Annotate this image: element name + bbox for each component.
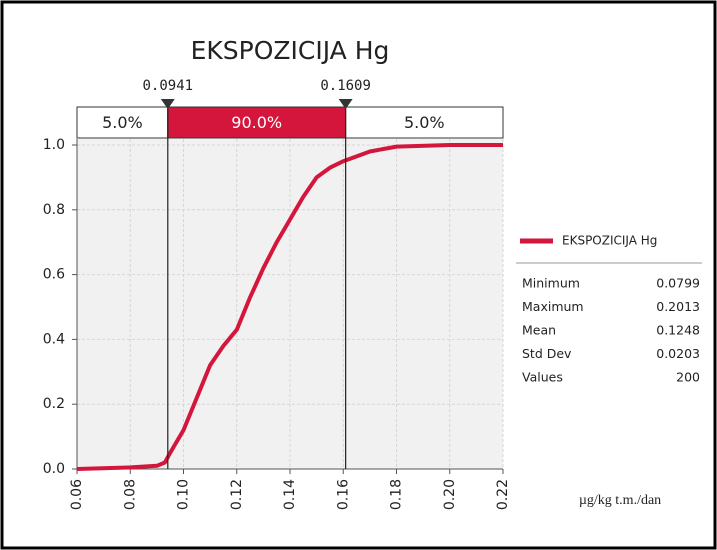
stat-name: Mean [522, 323, 556, 338]
band-label: 5.0% [404, 113, 445, 132]
x-tick-label: 0.10 [176, 479, 192, 510]
stat-name: Std Dev [522, 346, 572, 361]
stat-name: Minimum [522, 276, 580, 291]
stat-value: 0.0203 [656, 346, 700, 361]
x-tick-label: 0.12 [229, 479, 245, 510]
band-segment [345, 106, 504, 139]
y-tick-label: 0.0 [43, 461, 65, 477]
y-tick-label: 0.6 [43, 267, 65, 283]
y-tick-label: 1.0 [43, 137, 65, 153]
x-axis-label: µg/kg t.m./dan [579, 493, 661, 508]
x-tick-label: 0.14 [282, 479, 298, 510]
y-tick-label: 0.2 [43, 396, 65, 412]
x-tick-label: 0.08 [122, 479, 138, 510]
band-segment [76, 106, 169, 139]
x-tick-label: 0.18 [389, 479, 405, 510]
stat-value: 0.2013 [656, 299, 700, 314]
stat-value: 0.0799 [656, 276, 700, 291]
x-tick-label: 0.16 [335, 479, 351, 510]
delimiter-handle [338, 99, 353, 109]
legend-label: EKSPOZICIJA Hg [562, 234, 657, 248]
x-tick-label: 0.06 [69, 479, 85, 510]
x-tick-label: 0.20 [442, 479, 458, 510]
stat-value: 0.1248 [656, 323, 700, 338]
delimiter-handle [160, 99, 175, 109]
chart-title: EKSPOZICIJA Hg [191, 36, 390, 65]
delimiter-label: 0.0941 [143, 78, 194, 94]
band-label: 90.0% [231, 113, 282, 132]
delimiter-label: 0.1609 [320, 78, 371, 94]
y-tick-label: 0.8 [43, 202, 65, 218]
stat-name: Maximum [522, 299, 584, 314]
y-tick-label: 0.4 [43, 331, 65, 347]
x-tick-label: 0.22 [495, 479, 511, 510]
stat-value: 200 [676, 370, 700, 385]
stat-name: Values [522, 370, 563, 385]
band-label: 5.0% [102, 113, 143, 132]
